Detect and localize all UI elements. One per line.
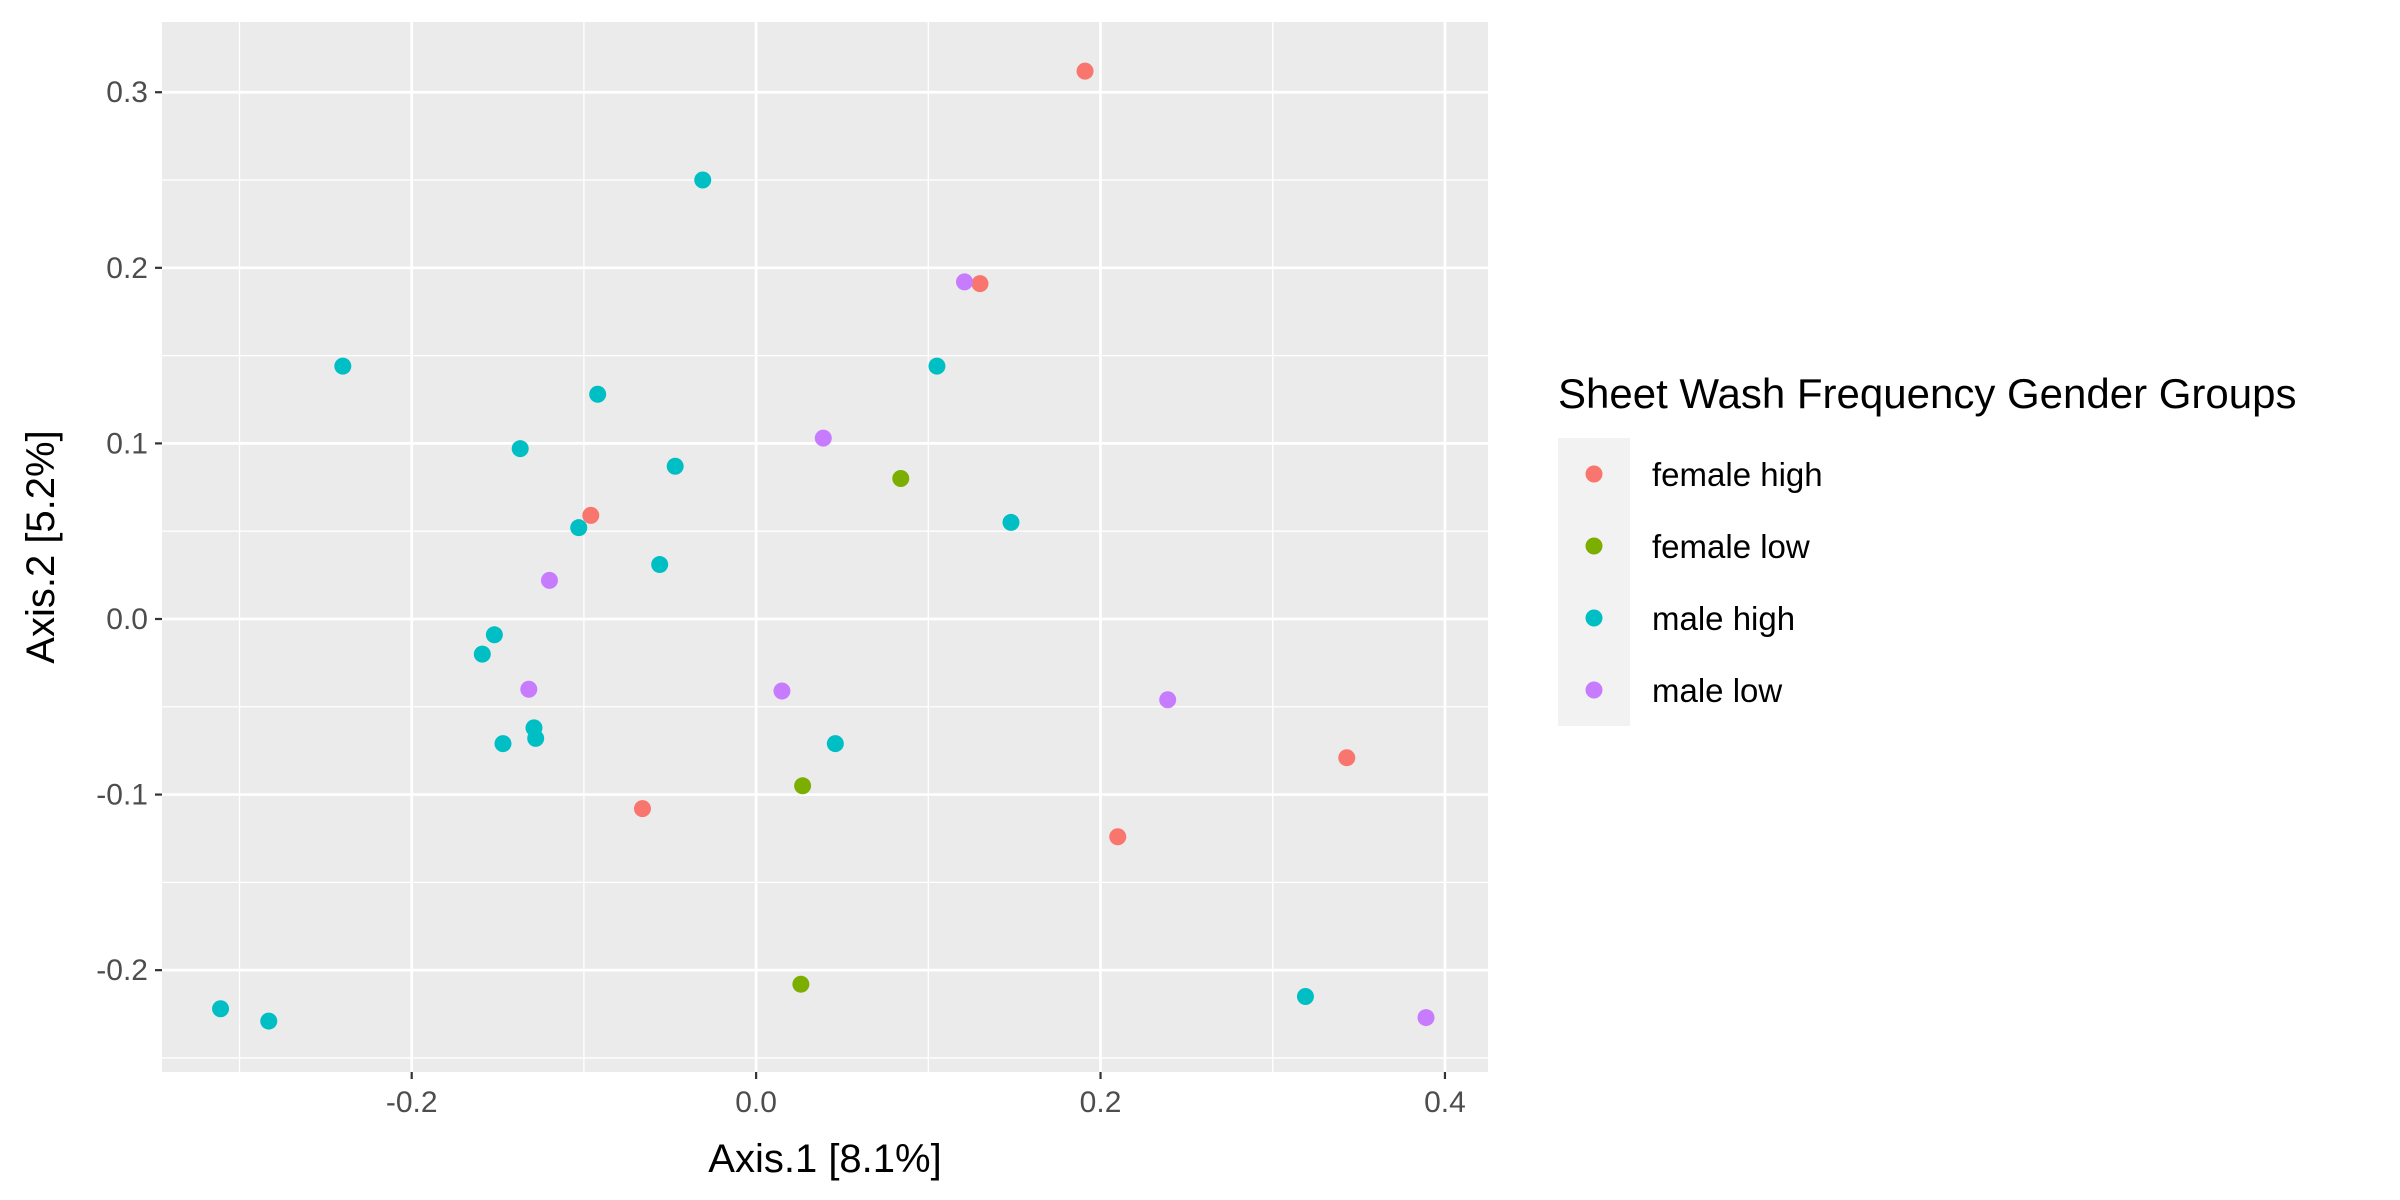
data-point — [792, 975, 810, 993]
legend: Sheet Wash Frequency Gender Groups femal… — [1558, 370, 2297, 726]
data-point — [485, 626, 503, 644]
data-point — [1296, 987, 1314, 1005]
legend-items: female high female low male high male low — [1585, 456, 1823, 709]
data-points — [212, 62, 1435, 1030]
data-point — [589, 385, 607, 403]
data-point — [955, 273, 973, 291]
data-point — [1002, 513, 1020, 531]
x-tick-label: -0.2 — [386, 1086, 438, 1119]
data-point — [527, 729, 545, 747]
x-tick-label: 0.0 — [735, 1086, 777, 1119]
data-point — [892, 470, 910, 488]
data-point — [971, 275, 989, 293]
data-point — [473, 645, 491, 663]
data-point — [260, 1012, 278, 1030]
data-point — [773, 682, 791, 700]
data-point — [582, 506, 600, 524]
y-tick-label: 0.2 — [106, 252, 148, 285]
data-point — [1076, 62, 1094, 80]
y-tick-label: 0.0 — [106, 603, 148, 636]
data-point — [540, 571, 558, 589]
data-point — [334, 357, 352, 375]
data-point — [1338, 749, 1356, 767]
x-axis: -0.2 0.0 0.2 0.4 — [386, 1072, 1466, 1119]
legend-key — [1585, 465, 1603, 483]
x-tick-label: 0.4 — [1424, 1086, 1466, 1119]
data-point — [520, 680, 538, 698]
data-point — [928, 357, 946, 375]
minor-gridlines — [162, 22, 1488, 1072]
data-point — [1109, 828, 1127, 846]
y-axis: -0.2 -0.1 0.0 0.1 0.2 0.3 — [96, 76, 162, 987]
data-point — [814, 429, 832, 447]
major-gridlines — [162, 22, 1488, 1072]
data-point — [212, 1000, 230, 1018]
legend-key — [1585, 609, 1603, 627]
data-point — [826, 735, 844, 753]
legend-label: female low — [1652, 528, 1810, 565]
y-tick-label: 0.1 — [106, 427, 148, 460]
legend-key-background — [1558, 438, 1630, 726]
data-point — [1417, 1009, 1435, 1027]
plot-panel — [162, 22, 1488, 1072]
legend-key — [1585, 681, 1603, 699]
legend-title: Sheet Wash Frequency Gender Groups — [1558, 370, 2297, 417]
y-tick-label: -0.1 — [96, 779, 148, 812]
x-tick-label: 0.2 — [1080, 1086, 1122, 1119]
data-point — [570, 519, 588, 537]
y-axis-title: Axis.2 [5.2%] — [19, 430, 63, 663]
legend-key — [1585, 537, 1603, 555]
data-point — [511, 440, 529, 458]
data-point — [666, 457, 684, 475]
x-axis-title: Axis.1 [8.1%] — [708, 1137, 941, 1181]
y-tick-label: 0.3 — [106, 76, 148, 109]
legend-label: female high — [1652, 456, 1823, 493]
y-tick-label: -0.2 — [96, 954, 148, 987]
data-point — [633, 800, 651, 818]
data-point — [1159, 691, 1177, 709]
legend-label: male low — [1652, 672, 1782, 709]
legend-label: male high — [1652, 600, 1795, 637]
data-point — [694, 171, 712, 189]
data-point — [651, 556, 669, 574]
data-point — [794, 777, 812, 795]
data-point — [494, 735, 512, 753]
